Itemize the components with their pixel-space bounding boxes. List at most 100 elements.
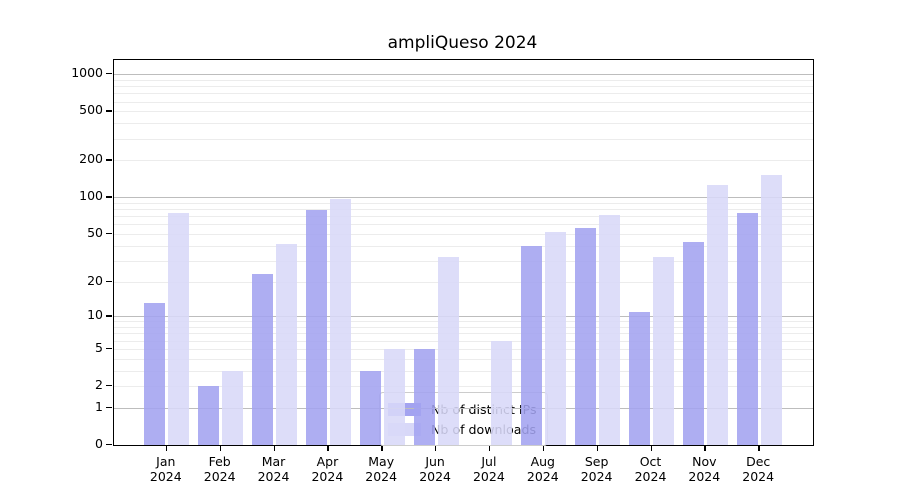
x-tick-label: Jan 2024: [149, 454, 182, 484]
gridline-minor: [114, 386, 813, 387]
gridline-minor: [114, 86, 813, 87]
x-tick-label: May 2024: [365, 454, 398, 484]
gridline-minor: [114, 123, 813, 125]
x-tick-mark: [219, 446, 222, 451]
y-tick-mark: [106, 159, 112, 161]
x-tick-mark: [758, 446, 760, 451]
y-tick-label: 20: [87, 272, 103, 288]
gridline-minor: [114, 327, 813, 328]
bar-nb-of-downloads-sep-2024: [599, 214, 621, 445]
x-tick-label: Nov 2024: [688, 454, 721, 484]
bar-nb-of-downloads-jan-2024: [168, 212, 190, 445]
y-tick-label: 5: [95, 339, 103, 355]
gridline-minor: [114, 101, 813, 103]
y-tick-mark: [106, 315, 112, 317]
gridline-minor: [114, 340, 813, 342]
legend-item-distinct-ips: Nb of distinct IPs: [388, 399, 537, 419]
bar-nb-of-distinct-ips-apr-2024: [305, 210, 327, 445]
y-tick-label: 10: [87, 307, 103, 323]
bar-nb-of-downloads-jun-2024: [437, 257, 459, 445]
y-tick-label: 2: [95, 377, 103, 392]
gridline-minor: [114, 358, 813, 360]
gridline-major: [114, 316, 813, 318]
y-tick-label: 200: [79, 151, 103, 167]
bar-nb-of-distinct-ips-nov-2024: [682, 241, 704, 445]
x-tick-label: Jul 2024: [472, 454, 505, 484]
y-tick-mark: [106, 280, 112, 282]
x-tick-label: Feb 2024: [203, 454, 236, 484]
gridline-minor: [114, 321, 813, 323]
y-tick-mark: [106, 232, 112, 235]
bar-nb-of-distinct-ips-sep-2024: [575, 227, 597, 445]
gridline-minor: [114, 138, 813, 140]
x-tick-mark: [327, 446, 329, 451]
bar-nb-of-downloads-nov-2024: [706, 185, 728, 445]
y-tick-label: 1000: [71, 65, 103, 81]
bar-nb-of-distinct-ips-mar-2024: [252, 274, 273, 445]
y-tick-label: 500: [79, 102, 103, 118]
x-tick-label: Jun 2024: [419, 454, 451, 484]
y-tick-label: 100: [79, 188, 103, 204]
gridline-minor: [114, 79, 813, 81]
y-tick-mark: [106, 444, 112, 446]
y-tick-mark: [106, 73, 112, 75]
gridline-minor: [114, 93, 813, 95]
x-tick-mark: [488, 446, 491, 451]
gridline-major: [114, 407, 813, 409]
gridline-minor: [114, 348, 813, 350]
y-tick-label: 1: [95, 398, 103, 414]
gridline-minor: [114, 202, 813, 204]
gridline-minor: [114, 281, 813, 283]
gridline-minor: [114, 245, 813, 247]
x-tick-label: Apr 2024: [311, 454, 344, 484]
chart-title: ampliQueso 2024: [387, 33, 538, 53]
y-tick-mark: [106, 347, 112, 350]
x-tick-mark: [596, 446, 598, 451]
x-tick-mark: [650, 446, 652, 451]
bar-nb-of-downloads-dec-2024: [760, 174, 782, 445]
gridline-minor: [114, 233, 813, 235]
bar-nb-of-distinct-ips-dec-2024: [736, 212, 758, 445]
gridline-minor: [114, 370, 813, 372]
x-tick-mark: [542, 446, 545, 451]
x-tick-label: Mar 2024: [257, 454, 290, 484]
gridline-minor: [114, 260, 813, 262]
gridline-minor: [114, 333, 813, 335]
bar-nb-of-distinct-ips-jan-2024: [144, 303, 166, 445]
y-tick-label: 50: [87, 224, 103, 240]
y-tick-label: 0: [95, 436, 103, 451]
bar-nb-of-downloads-mar-2024: [276, 244, 297, 445]
x-tick-mark: [165, 446, 168, 451]
x-tick-mark: [435, 446, 437, 451]
x-tick-mark: [704, 446, 706, 451]
bar-nb-of-downloads-may-2024: [383, 348, 405, 445]
bar-nb-of-distinct-ips-oct-2024: [629, 311, 650, 445]
y-tick-mark: [106, 196, 112, 198]
bar-nb-of-distinct-ips-feb-2024: [198, 386, 220, 445]
x-tick-label: Sep 2024: [580, 454, 613, 484]
gridline-minor: [114, 160, 813, 162]
gridline-minor: [114, 216, 813, 218]
bar-nb-of-downloads-feb-2024: [222, 370, 244, 445]
plot-area: Nb of distinct IPs Nb of downloads: [113, 59, 814, 446]
bar-nb-of-downloads-aug-2024: [545, 231, 567, 445]
bar-nb-of-distinct-ips-may-2024: [359, 370, 381, 445]
legend-item-downloads: Nb of downloads: [388, 419, 537, 439]
bar-nb-of-downloads-jul-2024: [491, 340, 513, 445]
bar-nb-of-distinct-ips-aug-2024: [521, 245, 543, 445]
y-tick-mark: [106, 385, 112, 387]
x-tick-label: Aug 2024: [526, 454, 559, 484]
x-tick-label: Oct 2024: [634, 454, 667, 484]
gridline-major: [114, 74, 813, 76]
x-tick-mark: [273, 446, 275, 451]
gridline-major: [114, 197, 813, 199]
x-tick-label: Dec 2024: [742, 454, 775, 484]
gridline-minor: [114, 224, 813, 226]
gridline-minor: [114, 111, 813, 113]
y-tick-mark: [106, 110, 112, 112]
bar-nb-of-distinct-ips-jun-2024: [413, 348, 435, 445]
bar-nb-of-downloads-apr-2024: [329, 198, 351, 445]
x-tick-mark: [381, 446, 383, 451]
bar-nb-of-downloads-oct-2024: [653, 257, 674, 445]
